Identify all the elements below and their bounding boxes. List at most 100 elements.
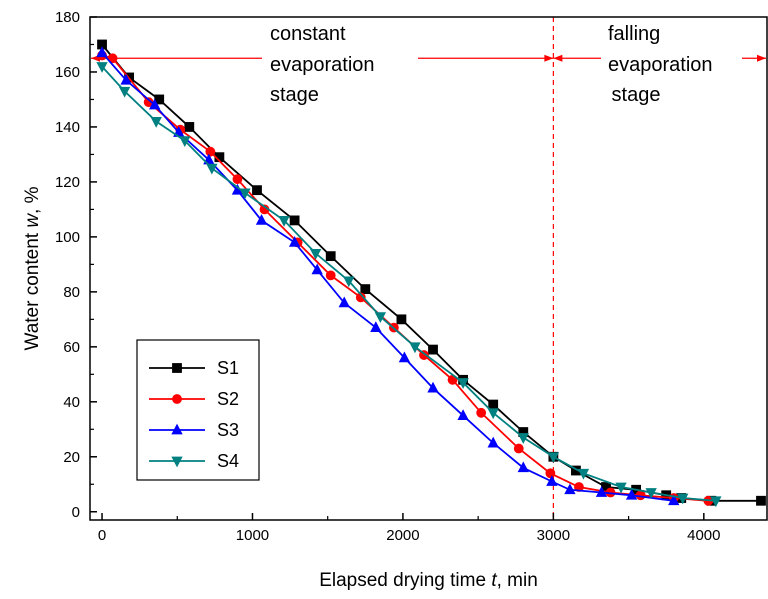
legend-item-s1: S1: [149, 358, 239, 378]
series-s3-point: [595, 486, 608, 497]
y-tick-label: 140: [55, 119, 80, 136]
legend-swatch-marker: [172, 394, 182, 404]
series-s4-point: [278, 215, 290, 227]
series-s3-point: [564, 483, 576, 495]
series-s4-point: [179, 136, 191, 148]
y-tick-label: 60: [63, 339, 80, 356]
series-s1-point: [289, 215, 300, 226]
legend-box: [136, 339, 260, 481]
series-s3-point: [370, 321, 382, 332]
x-axis-title: Elapsed drying time t, min: [319, 570, 538, 591]
series-s3-point: [338, 296, 350, 308]
series-s1-point: [428, 344, 438, 355]
y-tick-label: 0: [72, 504, 80, 521]
annotation-falling-line-1: falling: [608, 23, 660, 45]
annotation-constant-line-2: evaporation: [270, 54, 375, 76]
y-tick-label: 180: [55, 9, 80, 26]
series-s4-point: [96, 62, 108, 73]
legend-swatch-marker: [171, 456, 183, 468]
series-s4-point: [409, 342, 421, 354]
series-s4-point: [677, 493, 689, 505]
series-s4-point: [374, 312, 387, 323]
legend-label-s4: S4: [217, 451, 239, 471]
series-s2-point: [574, 482, 584, 492]
series-s2-point: [107, 53, 118, 64]
legend-label-s2: S2: [217, 389, 239, 409]
series-s4-point: [150, 117, 162, 128]
series-s3-point: [311, 263, 323, 275]
y-axis-title: Water content w, %: [22, 186, 43, 350]
series-s4-point: [547, 452, 560, 464]
series-s1-point: [488, 399, 499, 410]
series-s1-point: [756, 495, 766, 506]
series-s3-point: [625, 488, 638, 500]
x-tick-label: 0: [98, 527, 106, 544]
series-s3-point: [668, 494, 680, 506]
annotation-falling-line-3: stage: [606, 84, 660, 106]
annotation-constant-line-3: stage: [270, 84, 319, 106]
series-s4-point: [517, 433, 529, 444]
constant-stage-arrowhead-right: [544, 54, 554, 62]
falling-stage-arrowhead-left: [553, 54, 563, 62]
series-s3-point: [288, 236, 301, 247]
series-s3-point: [546, 475, 558, 486]
axis-ticks: 0 1000 2000 3000 4000 0 20 40 60 80 100 120 140 160 18…: [55, 9, 721, 544]
series-s4-point: [577, 468, 590, 480]
legend-label-s1: S1: [217, 358, 239, 378]
annotation-falling-stage: falling evaporation stage: [606, 23, 713, 106]
series-s1-point: [184, 122, 195, 132]
annotation-lines: [91, 17, 766, 520]
series-s2-point: [355, 292, 366, 303]
legend: S1 S2 S3 S4: [136, 339, 260, 481]
annotation-constant-stage: constant evaporation stage: [270, 23, 375, 106]
series-s4-point: [118, 86, 131, 98]
series-s4-point: [487, 408, 499, 420]
x-tick-label: 4000: [687, 527, 720, 544]
y-tick-label: 40: [63, 394, 80, 411]
series-s4-point: [239, 188, 251, 200]
series-s4-point: [615, 482, 627, 494]
series-s3-point: [149, 98, 161, 110]
series-s3-point: [457, 409, 469, 420]
series-s4-point: [206, 163, 218, 175]
x-tick-label: 3000: [537, 527, 570, 544]
series-s3-point: [120, 73, 132, 85]
x-tick-label: 1000: [236, 527, 269, 544]
x-tick-label: 2000: [386, 527, 419, 544]
legend-swatch-marker: [171, 423, 183, 435]
y-tick-label: 20: [63, 449, 80, 466]
series-s3-point: [398, 351, 411, 363]
annotation-falling-line-2: evaporation: [608, 54, 713, 76]
y-tick-label: 80: [63, 284, 80, 301]
legend-item-s2: S2: [149, 389, 239, 409]
legend-item-s4: S4: [149, 451, 239, 471]
series-s2-point: [232, 174, 243, 185]
series-s2-point: [205, 146, 216, 157]
series-s4: [96, 62, 722, 508]
series-s1-point: [360, 284, 371, 295]
legend-item-s3: S3: [149, 420, 239, 440]
annotation-constant-line-1: constant: [270, 23, 346, 45]
series-s4-point: [457, 378, 469, 389]
series-s2-point: [545, 468, 556, 479]
legend-label-s3: S3: [217, 420, 239, 440]
series-s1-point: [325, 251, 336, 262]
legend-swatch-marker: [172, 363, 182, 373]
series-s4-point: [645, 488, 657, 499]
y-tick-label: 160: [55, 64, 80, 81]
series-layer: [96, 39, 766, 508]
series-s4-line: [101, 65, 716, 502]
series-s3-point: [487, 436, 499, 448]
series-s3-point: [255, 214, 268, 225]
series-s3-point: [517, 461, 529, 473]
y-tick-label: 120: [55, 174, 80, 191]
series-s4-point: [310, 248, 322, 260]
series-s3-point: [96, 46, 108, 58]
series-s2-point: [325, 270, 336, 281]
falling-stage-arrowhead-right: [757, 54, 766, 62]
series-s1-point: [252, 185, 262, 196]
series-s4-point: [343, 276, 355, 288]
series-s2-point: [476, 407, 487, 418]
series-s2-point: [513, 443, 524, 454]
